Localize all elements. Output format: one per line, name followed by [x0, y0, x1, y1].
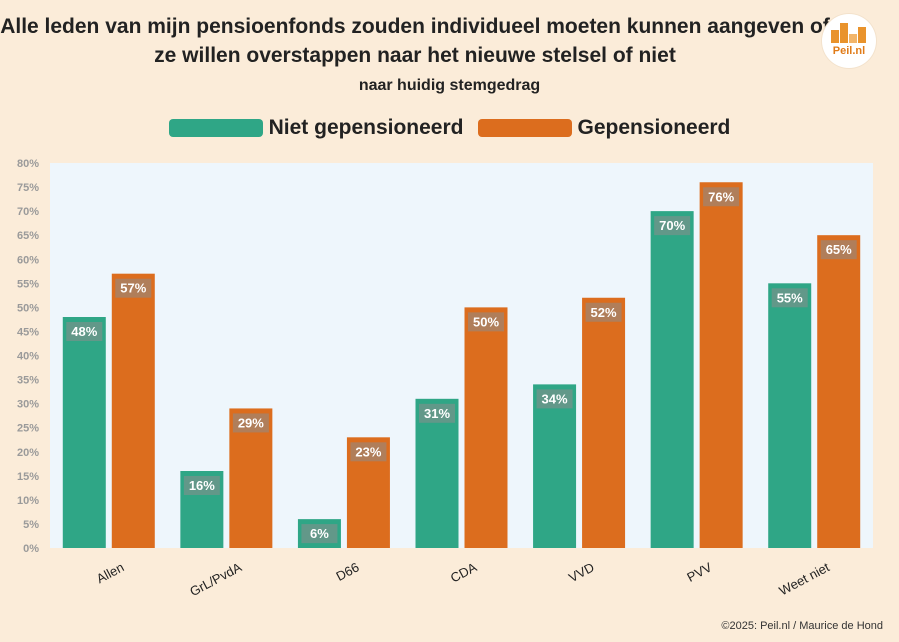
x-tick-label: VVD — [566, 559, 597, 585]
data-label: 52% — [591, 305, 617, 320]
data-label-background — [301, 524, 338, 544]
legend-label-niet-gepensioneerd: Niet gepensioneerd — [268, 116, 464, 139]
data-label-background — [232, 413, 269, 433]
y-tick-label: 40% — [17, 351, 39, 363]
y-tick-label: 15% — [17, 471, 39, 483]
data-label: 29% — [238, 415, 264, 430]
bar — [650, 211, 694, 548]
legend-swatch-gepensioneerd — [477, 119, 572, 137]
y-tick-label: 60% — [17, 254, 39, 266]
data-label-background — [183, 476, 220, 495]
x-tick-label: D66 — [334, 559, 362, 583]
bar — [533, 384, 577, 548]
chart-title: Alle leden van mijn pensioenfonds zouden… — [0, 15, 830, 67]
data-label-background — [350, 442, 387, 462]
data-label: 57% — [120, 281, 146, 296]
plot-area — [50, 163, 873, 548]
data-label: 6% — [310, 526, 329, 541]
data-label: 76% — [708, 189, 734, 204]
data-label: 31% — [424, 406, 450, 421]
data-label: 23% — [355, 444, 381, 459]
legend-item-niet-gepensioneerd: Niet gepensioneerd — [168, 116, 464, 140]
data-label-background — [468, 312, 504, 332]
bar — [768, 283, 812, 548]
x-tick-label: PVV — [684, 559, 714, 585]
y-tick-label: 20% — [17, 447, 39, 459]
x-tick-label: GrL/PvdA — [187, 559, 244, 599]
y-tick-label: 70% — [17, 206, 39, 218]
logo-bars-icon — [831, 23, 867, 43]
data-label-background — [771, 288, 808, 308]
chart-subtitle: naar huidig stemgedrag — [358, 77, 541, 94]
data-label-background — [820, 240, 857, 260]
y-tick-label: 80% — [17, 158, 39, 170]
data-label-background — [654, 216, 691, 236]
y-tick-label: 30% — [17, 399, 39, 411]
chart-legend: Niet gepensioneerd Gepensioneerd — [0, 116, 899, 140]
y-tick-label: 10% — [17, 495, 39, 507]
data-label: 48% — [71, 324, 97, 339]
y-tick-label: 5% — [23, 519, 39, 531]
bar — [415, 398, 459, 548]
data-label-background — [703, 187, 740, 207]
bar — [817, 235, 861, 548]
data-label-background — [66, 322, 103, 341]
data-label: 16% — [189, 478, 215, 493]
x-tick-label: CDA — [448, 559, 480, 585]
bar — [111, 273, 155, 548]
data-label-background — [585, 302, 622, 322]
data-label: 50% — [473, 314, 499, 329]
y-tick-label: 75% — [17, 182, 39, 194]
data-label-background — [419, 403, 455, 423]
data-label-background — [536, 389, 573, 409]
data-label: 65% — [826, 242, 852, 257]
bar — [62, 317, 106, 548]
y-tick-label: 55% — [17, 278, 39, 290]
y-tick-label: 50% — [17, 302, 39, 314]
logo-text: Peil.nl — [832, 45, 866, 57]
y-tick-label: 65% — [17, 230, 39, 242]
peil-logo: Peil.nl — [822, 14, 876, 68]
data-label: 34% — [542, 391, 568, 406]
y-tick-label: 35% — [17, 375, 39, 387]
bar — [699, 182, 743, 548]
y-tick-label: 0% — [23, 543, 39, 555]
bar — [582, 297, 626, 548]
y-tick-label: 45% — [17, 326, 39, 338]
data-label-background — [115, 278, 152, 298]
legend-swatch-niet-gepensioneerd — [168, 119, 263, 137]
copyright-text: ©2025: Peil.nl / Maurice de Hond — [721, 620, 883, 632]
x-tick-label: Weet niet — [777, 559, 833, 598]
legend-item-gepensioneerd: Gepensioneerd — [477, 116, 731, 140]
data-label: 70% — [659, 218, 685, 233]
legend-label-gepensioneerd: Gepensioneerd — [577, 116, 731, 139]
bar — [464, 307, 508, 548]
y-tick-label: 25% — [17, 423, 39, 435]
data-label: 55% — [777, 290, 803, 305]
x-tick-label: Allen — [94, 559, 127, 586]
